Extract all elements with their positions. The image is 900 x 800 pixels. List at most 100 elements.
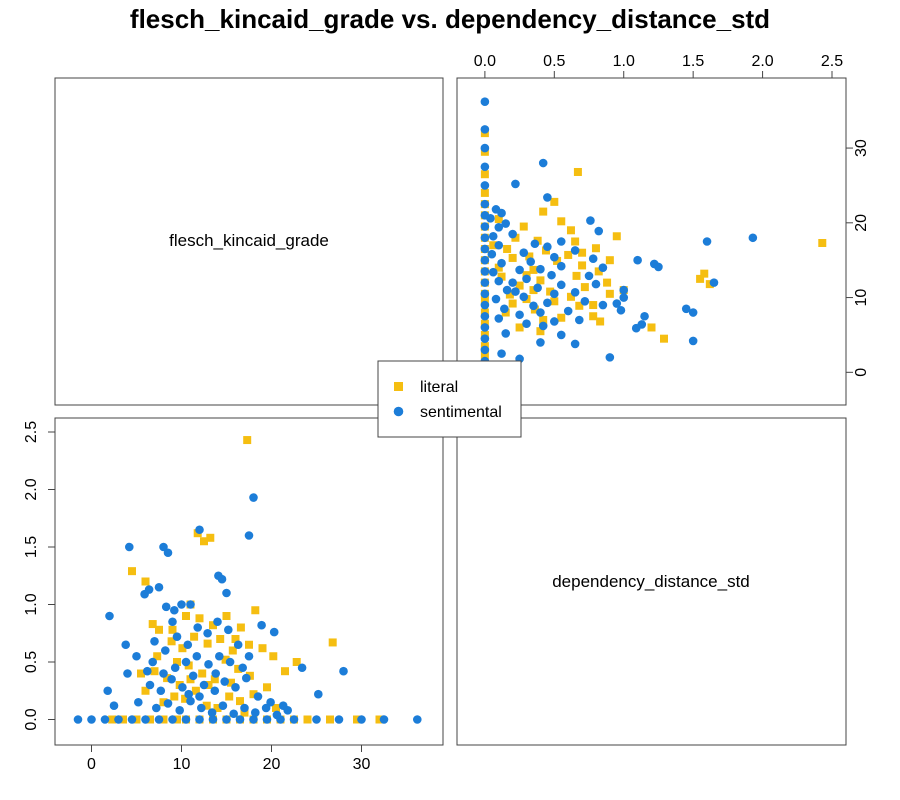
point-literal: [209, 621, 217, 630]
point-literal: [168, 625, 177, 634]
point-literal: [489, 241, 498, 250]
top-x-tick-label: 0.5: [543, 53, 565, 70]
point-sentimental: [195, 715, 204, 724]
point-sentimental: [631, 323, 641, 333]
point-literal: [221, 655, 230, 664]
point-sentimental: [163, 699, 173, 708]
point-sentimental: [172, 632, 182, 641]
point-literal: [328, 638, 337, 647]
point-sentimental: [556, 280, 566, 290]
point-sentimental: [480, 97, 490, 107]
point-sentimental: [515, 310, 524, 320]
left-y-tick-label: 1.5: [23, 536, 40, 558]
point-sentimental: [529, 301, 538, 311]
point-literal: [190, 632, 199, 641]
point-sentimental: [148, 657, 157, 667]
point-sentimental: [570, 339, 580, 349]
point-sentimental: [168, 617, 177, 627]
right-y-tick-label: 0: [853, 368, 870, 377]
point-literal: [580, 283, 589, 292]
point-literal: [539, 207, 548, 216]
point-sentimental: [556, 237, 566, 246]
right-y-tick-label: 10: [853, 289, 870, 307]
point-sentimental: [616, 305, 626, 315]
point-sentimental: [480, 255, 490, 265]
legend-box: [377, 360, 522, 438]
point-sentimental: [536, 308, 545, 317]
point-literal: [243, 436, 252, 445]
top-x-tick-label: 2.0: [751, 53, 773, 70]
point-sentimental: [203, 628, 212, 638]
point-sentimental: [233, 640, 243, 650]
point-sentimental: [251, 708, 260, 717]
point-sentimental: [314, 689, 323, 699]
top-x-axis: 0.0 0.5 1.0 1.5 2.0 2.5: [474, 53, 843, 78]
point-literal: [249, 690, 258, 699]
top-x-tick-label: 0.0: [474, 53, 496, 70]
point-literal: [700, 269, 709, 278]
point-literal: [137, 669, 145, 678]
point-sentimental: [480, 143, 490, 153]
point-sentimental: [161, 602, 171, 612]
point-sentimental: [229, 709, 238, 719]
point-sentimental: [197, 703, 206, 713]
point-sentimental: [103, 686, 112, 696]
point-literal: [206, 533, 215, 542]
point-literal: [155, 625, 163, 634]
point-literal: [605, 289, 614, 298]
point-sentimental: [215, 651, 224, 661]
legend-marker-sentimental: [393, 406, 404, 417]
point-literal: [503, 244, 512, 253]
point-literal: [536, 276, 545, 285]
point-literal: [119, 715, 127, 724]
point-literal: [222, 612, 231, 620]
point-sentimental: [543, 193, 552, 202]
point-literal: [263, 683, 271, 692]
point-literal: [198, 669, 207, 678]
point-literal: [167, 637, 176, 646]
point-literal: [525, 252, 534, 261]
point-literal: [231, 635, 240, 643]
point-sentimental: [184, 689, 193, 699]
point-literal: [170, 692, 179, 701]
diagonal-label-dependency-distance-std: dependency_distance_std: [552, 572, 750, 591]
point-literal: [186, 675, 195, 684]
point-literal: [272, 704, 280, 712]
point-sentimental: [231, 683, 240, 692]
point-sentimental: [262, 715, 272, 724]
point-literal: [251, 606, 260, 615]
point-sentimental: [204, 660, 213, 669]
point-sentimental: [480, 162, 490, 172]
left-y-tick-label: 1.0: [23, 593, 40, 615]
scatter-panel-bottom-left: [73, 436, 422, 724]
point-sentimental: [161, 646, 170, 655]
point-sentimental: [536, 264, 545, 274]
point-literal: [236, 697, 244, 706]
point-literal: [210, 675, 219, 684]
point-sentimental: [283, 706, 293, 715]
point-literal: [200, 537, 208, 546]
right-y-tick-label: 20: [853, 214, 870, 232]
point-sentimental: [515, 265, 524, 275]
point-sentimental: [594, 226, 604, 236]
chart-title: flesch_kincaid_grade vs. dependency_dist…: [129, 4, 771, 34]
point-sentimental: [249, 715, 258, 724]
panel-bottom-right-frame: [456, 417, 847, 746]
point-literal: [195, 614, 204, 623]
point-sentimental: [186, 600, 195, 609]
bottom-x-axis: 0 10 20 30: [87, 744, 371, 773]
point-literal: [236, 623, 245, 632]
point-sentimental: [556, 330, 566, 340]
point-sentimental: [261, 703, 271, 713]
point-sentimental: [494, 276, 504, 286]
diagonal-label-flesch-kincaid-grade: flesch_kincaid_grade: [169, 231, 329, 250]
point-sentimental: [580, 297, 590, 306]
point-sentimental: [480, 244, 490, 254]
point-literal: [508, 253, 517, 262]
point-sentimental: [502, 285, 512, 295]
top-x-tick-label: 2.5: [821, 53, 843, 70]
point-sentimental: [143, 666, 152, 676]
point-sentimental: [87, 715, 96, 724]
point-literal: [480, 170, 489, 179]
point-sentimental: [681, 304, 691, 314]
